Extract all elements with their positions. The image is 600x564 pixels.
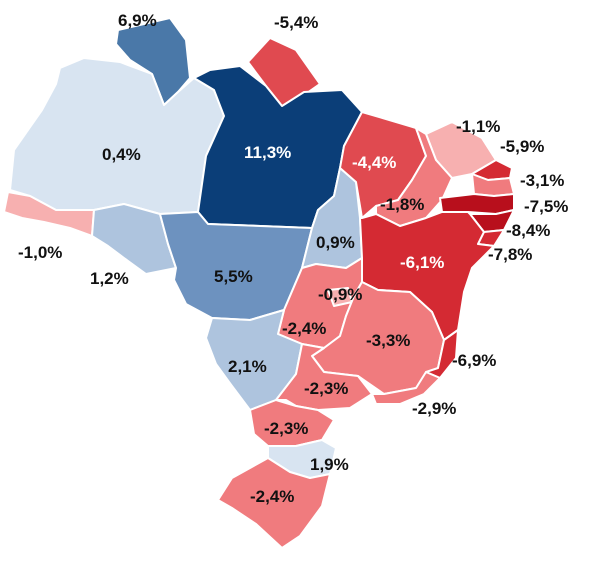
label-alagoas: -8,4% [506,221,550,240]
state-acre [3,191,95,237]
label-paraiba: -3,1% [520,171,564,190]
label-santa-catarina: 1,9% [310,455,349,474]
label-acre: -1,0% [18,243,62,262]
label-amazonas: 0,4% [102,145,141,164]
label-amapa: -5,4% [274,13,318,32]
label-rio-grande-do-sul: -2,4% [250,487,294,506]
label-rondonia: 1,2% [90,269,129,288]
label-mato-grosso-do-sul: 2,1% [228,357,267,376]
label-tocantins: 0,9% [316,233,355,252]
label-pernambuco: -7,5% [524,197,568,216]
label-sao-paulo: -2,3% [304,379,348,398]
label-minas-gerais: -3,3% [366,331,410,350]
label-bahia: -6,1% [400,253,444,272]
state-amazonas [9,57,225,215]
label-rio-de-janeiro: -2,9% [412,399,456,418]
state-parana [249,399,335,447]
label-roraima: 6,9% [118,11,157,30]
label-espirito-santo: -6,9% [452,351,496,370]
label-goias: -2,4% [282,319,326,338]
state-rio-de-janeiro [371,371,441,405]
label-rio-grande-do-norte: -5,9% [500,137,544,156]
state-rondonia [91,203,177,275]
label-mato-grosso: 5,5% [214,267,253,286]
label-ceara: -1,1% [456,117,500,136]
label-parana: -2,3% [264,419,308,438]
label-piaui: -1,8% [380,195,424,214]
label-maranhao: -4,4% [352,153,396,172]
label-distrito-federal: -0,9% [318,285,362,304]
label-para: 11,3% [244,143,291,162]
state-minas-gerais [311,281,445,395]
state-rio-grande-do-sul [217,457,331,549]
label-sergipe: -7,8% [488,245,532,264]
